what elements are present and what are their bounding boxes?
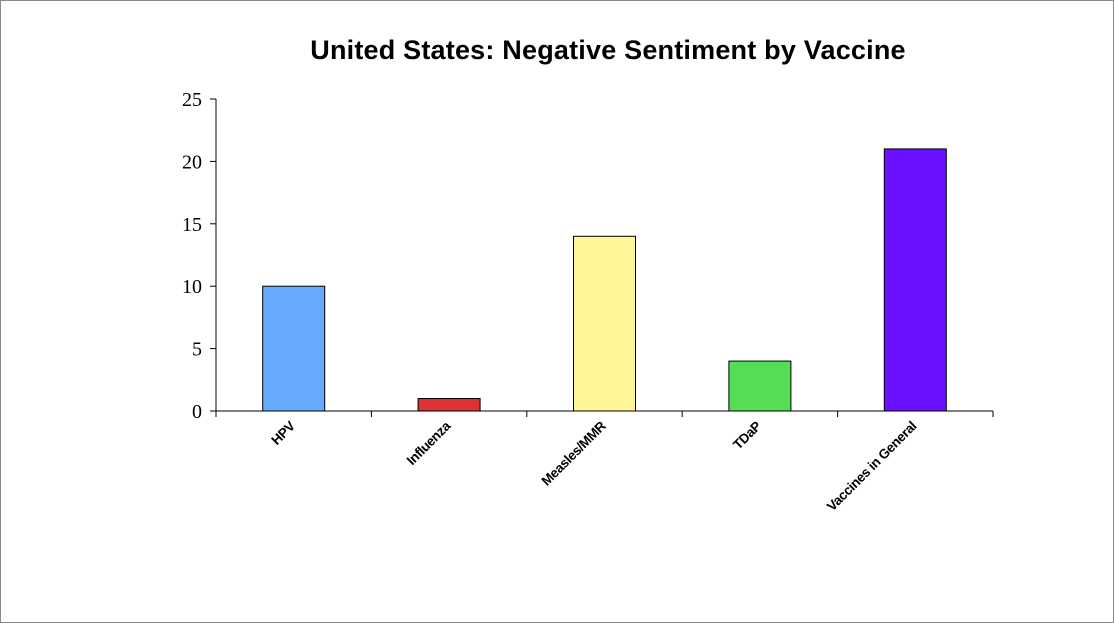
x-category-label: TDaP	[730, 418, 764, 452]
bar	[573, 235, 636, 412]
bar	[728, 360, 792, 412]
x-category-label: Vaccines in General	[824, 419, 919, 514]
plot-area: 0 5 10 15 20 25 HPV Influenza Measles/MMR TDaP Vac…	[182, 89, 994, 514]
chart-title: United States: Negative Sentiment by Vac…	[310, 35, 906, 65]
y-tick-label: 0	[192, 401, 202, 423]
y-tick-label: 5	[192, 339, 202, 361]
bar	[417, 398, 481, 412]
x-category-label: Measles/MMR	[539, 418, 610, 489]
y-tick-label: 10	[182, 276, 202, 298]
bar	[883, 148, 947, 412]
x-category-label: HPV	[268, 418, 298, 448]
bar	[262, 285, 326, 412]
y-tick-label: 15	[182, 214, 202, 236]
x-category-label: Influenza	[404, 418, 454, 468]
y-tick-label: 25	[182, 89, 202, 111]
y-tick-label: 20	[182, 151, 202, 173]
